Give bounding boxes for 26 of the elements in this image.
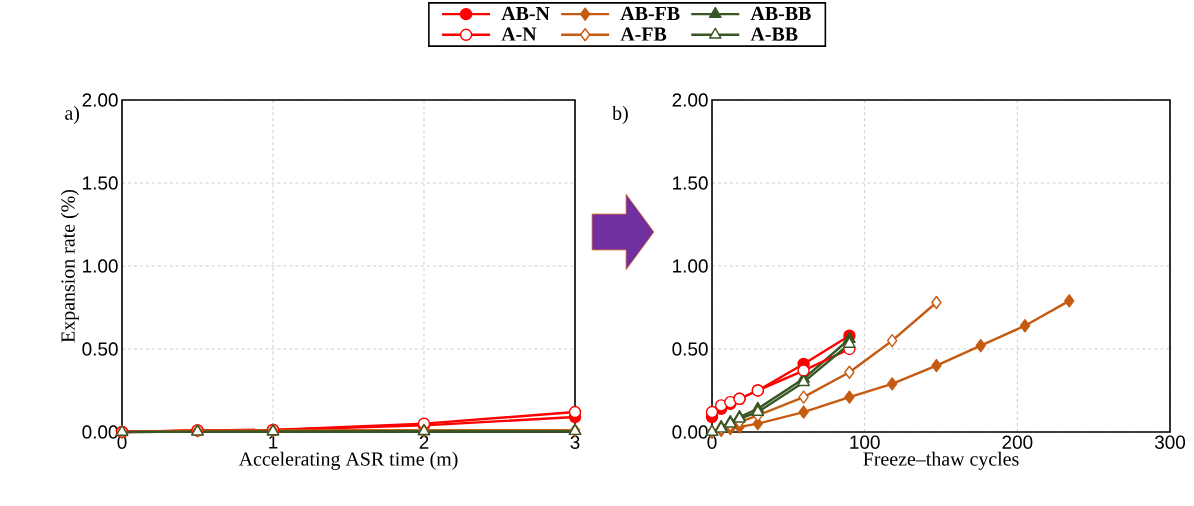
legend-label: AB-FB — [620, 6, 680, 21]
x-axis-title: Freeze–thaw cycles — [863, 451, 1019, 470]
x-tick-label: 1 — [269, 435, 278, 449]
y-axis-title: Expansion rate (%) — [60, 189, 79, 343]
legend-label: AB-BB — [750, 6, 811, 21]
legend-label: A-FB — [620, 27, 667, 41]
text: b) — [612, 105, 628, 124]
y-tick-label: 0.50 — [82, 342, 118, 356]
x-tick-label: 3 — [570, 435, 580, 449]
y-tick-label: 1.00 — [83, 259, 118, 273]
legend-label: A-N — [501, 27, 537, 41]
x-tick-label: 2 — [419, 435, 429, 449]
x-tick-label: 200 — [1002, 435, 1033, 449]
y-tick-label: 2.00 — [672, 93, 708, 107]
legend-label: AB-N — [501, 6, 550, 21]
x-axis-title: Accelerating ASR time (m) — [238, 451, 458, 470]
y-tick-label: 1.00 — [673, 259, 708, 273]
x-tick-label: 100 — [850, 435, 880, 449]
legend-label: A-BB — [750, 27, 798, 41]
y-tick-label: 0.50 — [672, 342, 708, 356]
text: a) — [65, 105, 80, 124]
y-tick-label: 1.50 — [673, 176, 708, 190]
y-tick-label: 2.00 — [82, 93, 118, 107]
y-tick-label: 1.50 — [83, 176, 118, 190]
y-tick-label: 0.00 — [672, 425, 708, 439]
x-tick-label: 300 — [1154, 435, 1186, 449]
